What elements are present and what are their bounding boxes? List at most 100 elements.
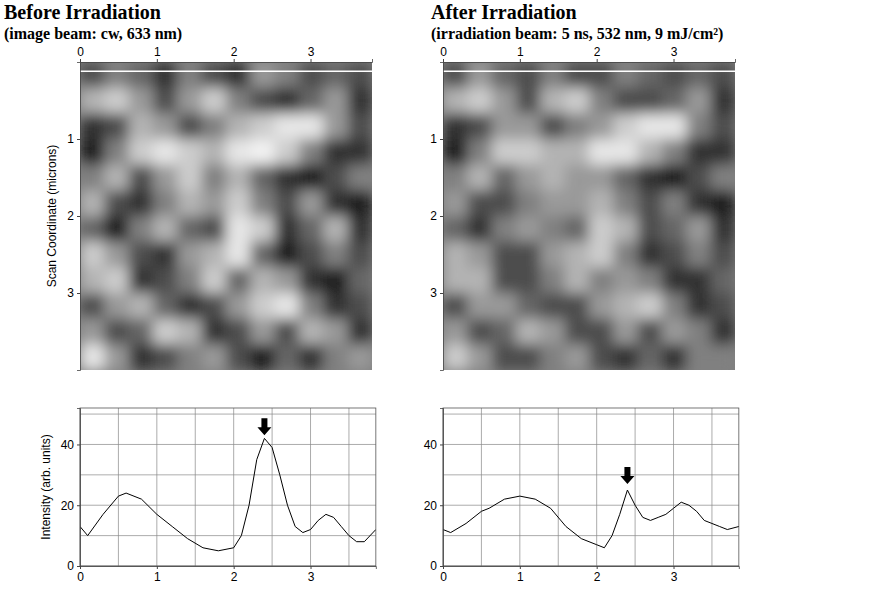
heatmap-cell xyxy=(516,267,541,293)
heatmap-cell xyxy=(686,267,711,293)
tick-label: 1 xyxy=(154,45,161,59)
heatmap-cell xyxy=(177,62,202,88)
heatmap-cell xyxy=(492,344,517,370)
heatmap-cell xyxy=(80,165,105,191)
heatmap-cell xyxy=(686,139,711,165)
heatmap-cell xyxy=(613,319,638,345)
heatmap-cell xyxy=(129,62,154,88)
heatmap-cell xyxy=(492,62,517,88)
tick-mark xyxy=(77,566,80,567)
heatmap-cells xyxy=(80,62,372,370)
heatmap-cell xyxy=(662,267,687,293)
tick: 1 xyxy=(430,132,443,146)
heatmap-cell xyxy=(202,88,227,114)
heatmap-cell xyxy=(467,139,492,165)
tick-mark xyxy=(443,59,444,62)
grid-line xyxy=(348,408,349,566)
heatmap-cell xyxy=(299,344,324,370)
heatmap-cell xyxy=(686,88,711,114)
heatmap-cell xyxy=(129,88,154,114)
heatmap-cell xyxy=(467,190,492,216)
heatmap-cell xyxy=(467,319,492,345)
heatmap-cell xyxy=(323,190,348,216)
tick-label: 2 xyxy=(231,570,238,584)
image-background xyxy=(443,62,735,370)
heatmap-cell xyxy=(443,139,468,165)
tick-label: 1 xyxy=(517,45,524,59)
heatmap-cell xyxy=(202,62,227,88)
heatmap-cell xyxy=(516,190,541,216)
tick-label: 3 xyxy=(308,570,315,584)
tick-mark xyxy=(440,505,443,506)
heatmap-cell xyxy=(299,88,324,114)
heatmap-cell xyxy=(275,139,300,165)
x-axis-top: 0123 xyxy=(77,45,372,63)
heatmap-cell xyxy=(540,113,565,139)
heatmap-cell xyxy=(177,88,202,114)
heatmap-cell xyxy=(662,319,687,345)
heatmap-cell xyxy=(275,88,300,114)
tick: 1 xyxy=(517,566,524,584)
heatmap-cell xyxy=(80,216,105,242)
heatmap-cell xyxy=(638,113,663,139)
heatmap-cell xyxy=(275,62,300,88)
grid-line xyxy=(80,414,376,415)
heatmap-cell xyxy=(492,190,517,216)
heatmap-cell xyxy=(129,216,154,242)
grid-line xyxy=(233,408,234,566)
heatmap-cell xyxy=(662,190,687,216)
tick-label: 0 xyxy=(440,45,447,59)
heatmap-cell xyxy=(613,139,638,165)
plot-area xyxy=(80,438,376,550)
profile-line xyxy=(80,438,376,550)
y-axis: 02040 xyxy=(424,409,444,574)
heatmap-cell xyxy=(516,139,541,165)
heatmap-cell xyxy=(662,293,687,319)
heatmap-cell xyxy=(638,293,663,319)
heatmap-cell xyxy=(613,62,638,88)
tick-label: 0 xyxy=(67,559,74,573)
axis-line xyxy=(444,567,740,570)
heatmap-cell xyxy=(613,242,638,268)
heatmap-cell xyxy=(589,216,614,242)
heatmap-cell xyxy=(250,62,275,88)
tick: 2 xyxy=(430,209,443,223)
tick: 2 xyxy=(67,209,80,223)
heatmap-cell xyxy=(202,113,227,139)
axis-line xyxy=(440,409,444,567)
heatmap-cell xyxy=(226,216,251,242)
heatmap-cell xyxy=(104,62,129,88)
heatmap-cell xyxy=(226,242,251,268)
tick-label: 3 xyxy=(671,45,678,59)
tick-label: 2 xyxy=(231,45,238,59)
heatmap-cell xyxy=(613,216,638,242)
heatmap-cell xyxy=(104,113,129,139)
tick-label: 2 xyxy=(430,209,437,223)
heatmap-cell xyxy=(565,216,590,242)
tick-label: 0 xyxy=(77,570,84,584)
heatmap-cell xyxy=(540,139,565,165)
heatmap-cell xyxy=(613,88,638,114)
tick-mark xyxy=(440,293,443,294)
tick-label: 3 xyxy=(430,286,437,300)
heatmap-cell xyxy=(348,242,372,268)
tick-mark xyxy=(597,59,598,62)
heatmap-cell xyxy=(202,139,227,165)
tick: 3 xyxy=(671,566,678,584)
heatmap-cell xyxy=(662,165,687,191)
heatmap-cell xyxy=(443,344,468,370)
y-axis: 02040 xyxy=(61,409,81,574)
tick-label: 20 xyxy=(424,499,438,513)
heatmap-cell xyxy=(443,62,468,88)
heatmap-cell xyxy=(492,165,517,191)
tick-label: 20 xyxy=(61,499,75,513)
tick-mark xyxy=(80,59,81,62)
heatmap-cell xyxy=(153,88,178,114)
heatmap-cell xyxy=(443,88,468,114)
tick-mark xyxy=(440,139,443,140)
tick-label: 1 xyxy=(154,570,161,584)
heatmap-cell xyxy=(299,242,324,268)
heatmap-cell xyxy=(80,139,105,165)
heatmap-cell xyxy=(348,344,372,370)
heatmap-cell xyxy=(638,319,663,345)
